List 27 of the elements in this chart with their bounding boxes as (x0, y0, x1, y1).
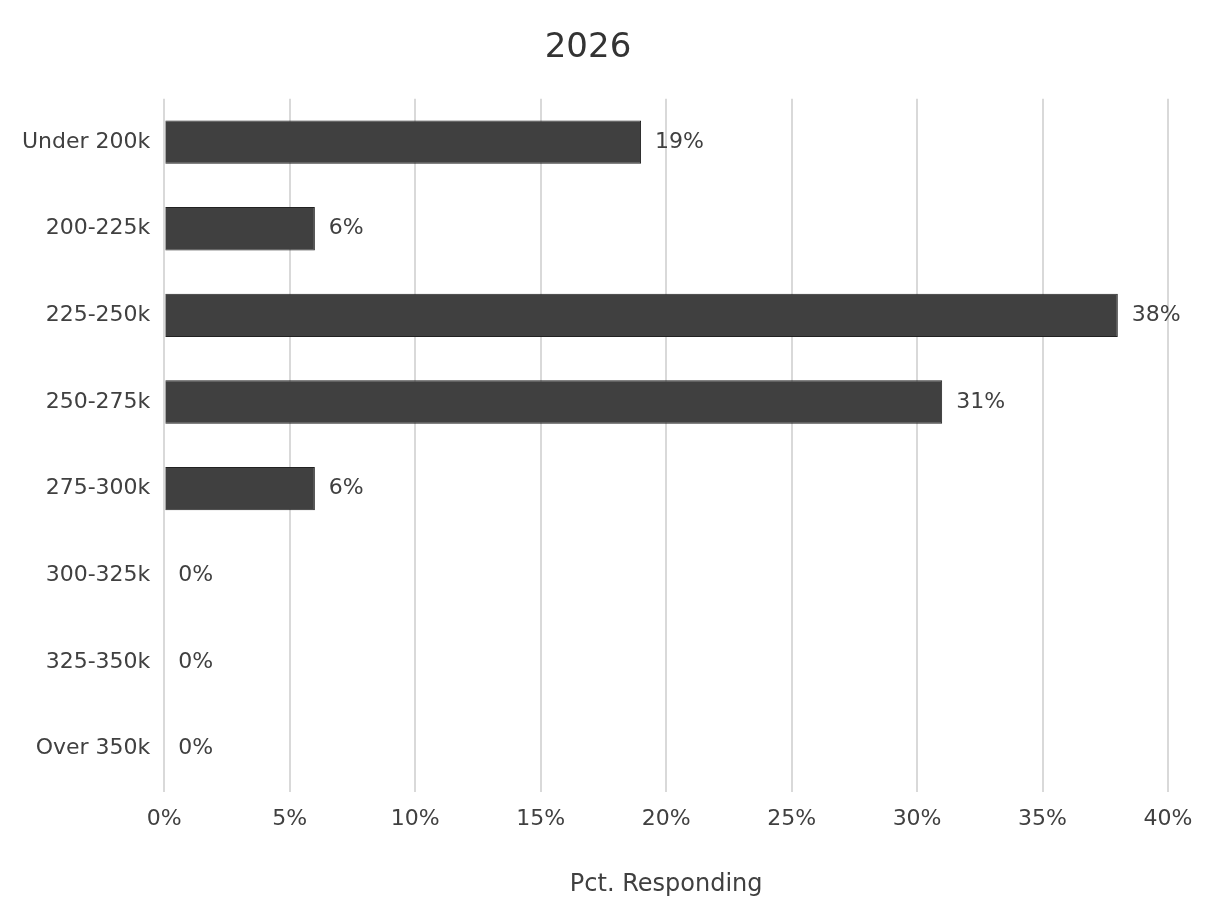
y-tick-label: 325-350k (45, 647, 151, 673)
data-label: 0% (178, 647, 214, 673)
x-tick-label: 35% (1018, 804, 1067, 830)
y-tick-label: Over 350k (35, 734, 151, 760)
x-tick-label: 5% (272, 804, 308, 830)
y-tick-label: Under 200k (21, 127, 151, 153)
x-tick-label: 25% (767, 804, 817, 830)
data-label: 19% (655, 127, 704, 153)
data-label: 31% (956, 387, 1006, 413)
x-tick-label: 40% (1143, 804, 1193, 830)
data-label: 0% (178, 734, 214, 760)
y-tick-label: 300-325k (45, 560, 151, 586)
data-label: 6% (328, 474, 364, 500)
x-axis-title: Pct. Responding (569, 868, 763, 897)
y-tick-label: 200-225k (45, 214, 151, 240)
data-label: 6% (328, 214, 364, 240)
y-tick-label: 275-300k (45, 474, 151, 500)
x-tick-label: 20% (641, 804, 691, 830)
data-label: 38% (1131, 301, 1181, 327)
y-tick-label: 250-275k (45, 387, 151, 413)
x-tick-label: 0% (146, 804, 182, 830)
x-tick-label: 15% (516, 804, 566, 830)
x-tick-label: 10% (390, 804, 440, 830)
chart-title: 2026 (544, 25, 632, 66)
data-label: 0% (178, 560, 214, 586)
x-tick-label: 30% (892, 804, 942, 830)
y-tick-label: 225-250k (45, 301, 151, 327)
